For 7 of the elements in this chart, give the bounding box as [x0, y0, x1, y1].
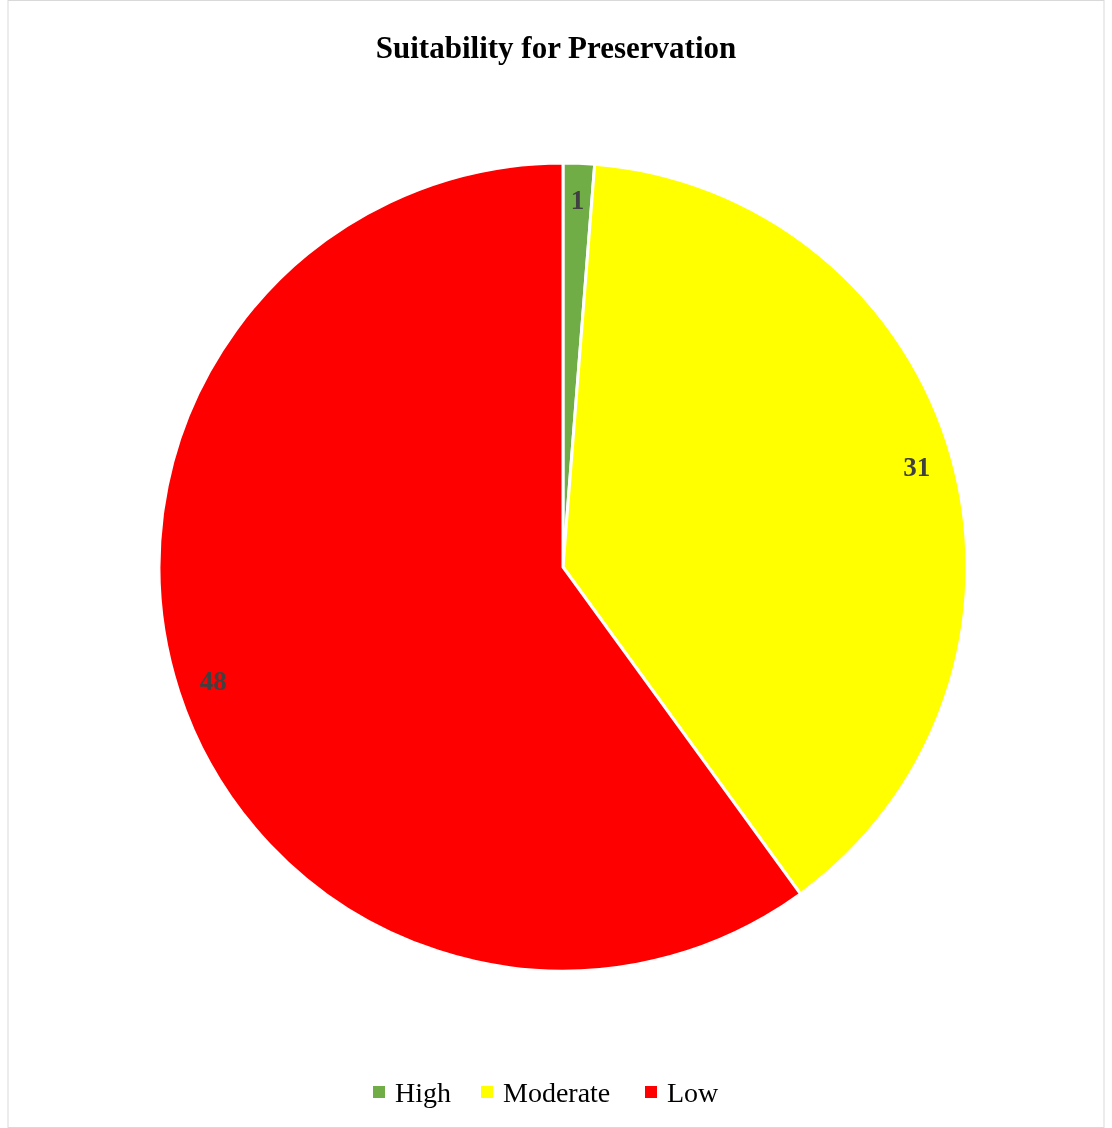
data-label: 31	[903, 452, 931, 483]
legend-label: Moderate	[503, 1076, 611, 1108]
legend-label: High	[395, 1076, 451, 1108]
data-label: 48	[199, 665, 227, 696]
data-label: 1	[570, 184, 585, 215]
legend-label: Low	[667, 1076, 720, 1108]
chart-title: Suitability for Preservation	[375, 29, 737, 65]
